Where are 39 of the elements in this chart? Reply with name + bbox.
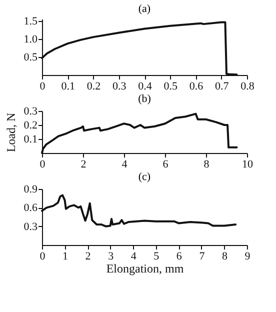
chart-title: (a)	[138, 2, 151, 15]
x-tick-label: 0.4	[138, 80, 152, 92]
y-tick-label: 0.3	[24, 106, 38, 118]
x-tick-label: 0.2	[86, 80, 101, 92]
y-axis-title: Load, N	[4, 112, 18, 152]
x-axis-title: Elongation, mm	[106, 262, 184, 276]
x-tick-label: 1	[62, 250, 68, 262]
y-tick-label: 1.5	[24, 15, 38, 28]
x-tick-label: 8	[222, 250, 228, 262]
x-tick-label: 0.5	[164, 80, 178, 92]
x-tick-label: 7	[199, 250, 206, 262]
x-tick-label: 0	[40, 80, 46, 92]
x-tick-label: 0.6	[189, 80, 204, 92]
x-tick-label: 4	[122, 158, 128, 170]
y-tick-label: 0.9	[24, 184, 38, 196]
x-tick-label: 2	[85, 250, 91, 262]
x-tick-label: 0	[40, 158, 46, 170]
y-tick-label: 1.0	[24, 33, 38, 46]
chart-title: (c)	[138, 171, 151, 183]
x-tick-label: 4	[130, 250, 137, 262]
x-tick-label: 0.8	[240, 80, 255, 92]
y-tick-label: 0.1	[24, 134, 38, 146]
x-tick-label: 10	[242, 158, 254, 170]
x-tick-label: 0	[40, 250, 46, 262]
x-tick-label: 6	[162, 158, 169, 170]
x-tick-label: 5	[154, 250, 160, 262]
x-tick-label: 9	[244, 250, 251, 262]
y-tick-label: 0.2	[24, 120, 38, 132]
x-tick-label: 0.7	[215, 80, 230, 92]
x-tick-label: 2	[80, 158, 86, 170]
x-tick-label: 3	[108, 250, 114, 262]
x-tick-label: 6	[176, 250, 182, 262]
chart-title: (b)	[138, 93, 152, 105]
x-tick-label: 0.1	[61, 80, 75, 92]
x-tick-label: 0.3	[112, 80, 127, 92]
y-tick-label: 0.3	[24, 220, 38, 233]
y-tick-label: 0.6	[24, 202, 38, 214]
y-tick-label: 0.5	[24, 51, 38, 64]
x-tick-label: 8	[204, 158, 210, 170]
